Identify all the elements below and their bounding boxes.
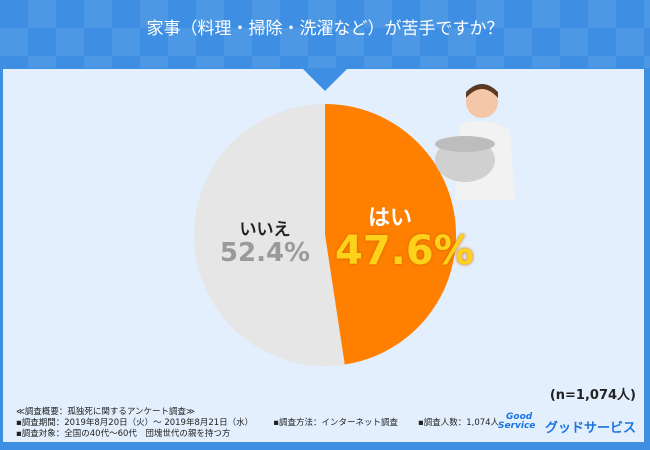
brand-name: グッドサービス bbox=[545, 421, 637, 436]
survey-method: ▪調査方法：インターネット調査 bbox=[273, 418, 398, 428]
label-no: いいえ bbox=[239, 220, 291, 240]
survey-target: ▪調査対象：全国の40代～60代 団塊世代の親を持つ方 bbox=[16, 429, 231, 439]
pie-slice-yes bbox=[325, 104, 456, 365]
value-no: 52.4% bbox=[219, 238, 311, 268]
pie-slice-no bbox=[193, 104, 345, 366]
survey-count: ▪調査人数：1,074人 bbox=[417, 418, 500, 428]
value-yes: 47.6% bbox=[335, 228, 474, 274]
page-title: 家事（料理・掃除・洗濯など）が苦手ですか？ bbox=[146, 19, 504, 39]
survey-period: ▪調査期間：2019年8月20日（火）～ 2019年8月21日（水） bbox=[16, 418, 254, 428]
survey-summary: ≪調査概要：孤独死に関するアンケート調査≫ bbox=[16, 407, 195, 417]
header-pointer bbox=[303, 69, 347, 91]
survey-notes: ≪調査概要：孤独死に関するアンケート調査≫ ▪調査期間：2019年8月20日（火… bbox=[16, 407, 519, 440]
sample-size: (n=1,074人) bbox=[549, 388, 636, 403]
header-background bbox=[0, 0, 650, 68]
brand-logo: Good Service bbox=[498, 412, 536, 431]
woman-with-pot-illustration bbox=[435, 84, 515, 200]
label-yes: はい bbox=[367, 206, 412, 231]
